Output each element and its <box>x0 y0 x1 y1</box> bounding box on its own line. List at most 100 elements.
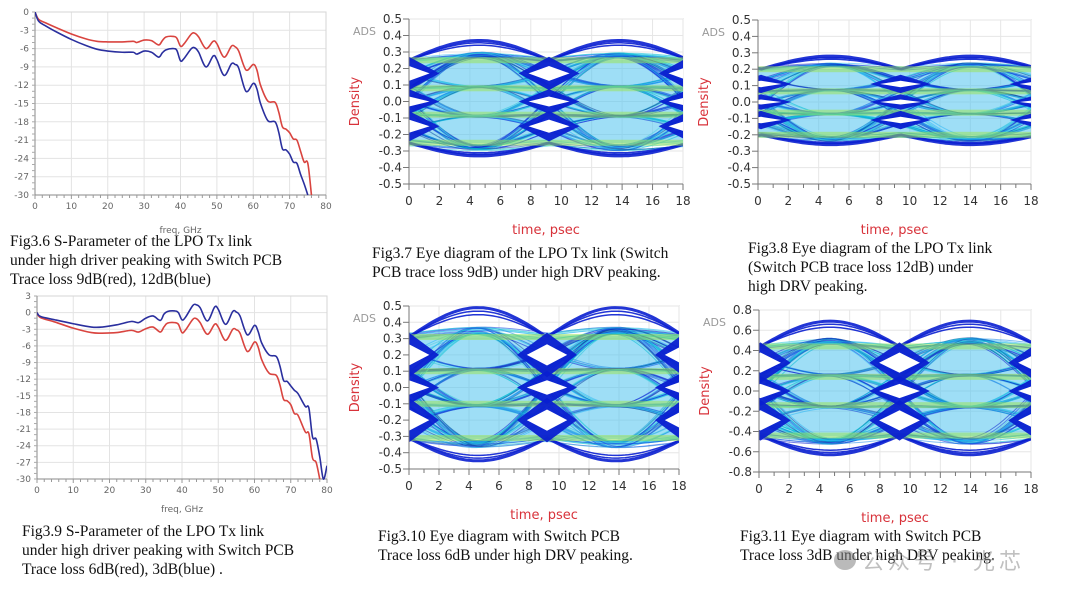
fig310-caption: Fig3.10 Eye diagram with Switch PCB Trac… <box>378 528 633 564</box>
y-tick-label: -6 <box>20 45 29 55</box>
x-tick-label: 2 <box>785 194 793 208</box>
x-tick-label: 60 <box>248 202 260 212</box>
y-tick-label: -0.4 <box>729 425 752 439</box>
eye-opening <box>1018 386 1031 396</box>
eye-opening <box>1019 82 1031 86</box>
y-axis-label: Density <box>348 76 363 126</box>
x-axis-label: time, psec <box>512 223 580 238</box>
y-tick-label: 0.4 <box>383 29 402 43</box>
x-tick-label: 14 <box>614 194 629 208</box>
fig38-chart: 0 2 4 6 8 10 12 14 16 18 0.5 0.4 0.3 0.2 0.1 0.0 -0.1 -0.… <box>697 13 1039 238</box>
eye-opening <box>880 99 921 105</box>
y-tick-label: -15 <box>14 100 29 110</box>
x-tick-label: 8 <box>525 479 533 493</box>
fig37-panel: 0 2 4 6 8 10 12 14 16 18 0.5 0.4 0.3 0.2 0.1 0.0 -0.1 -0.… <box>340 0 700 290</box>
y-tick-label: -0.5 <box>728 177 751 191</box>
y-axis-label: Density <box>697 77 712 127</box>
y-tick-label: 0.3 <box>383 45 402 59</box>
eye-opening <box>759 383 781 399</box>
series-line-blue <box>35 12 309 196</box>
x-tick-label: 70 <box>284 202 296 212</box>
eye-level-band <box>758 88 1031 95</box>
y-tick-label: -30 <box>16 475 31 485</box>
x-tick-label: 18 <box>1023 194 1038 208</box>
x-tick-label: 40 <box>175 202 187 212</box>
eye-level-band <box>758 109 1031 116</box>
y-tick-label: 0.3 <box>732 46 751 60</box>
y-tick-label: -15 <box>16 392 31 402</box>
y-axis-label: Density <box>348 362 363 412</box>
eye-traces <box>409 39 683 158</box>
y-tick-label: 0.4 <box>732 29 751 43</box>
eye-opening <box>1018 414 1031 427</box>
plot-area: 0 10 20 30 40 50 60 70 80 0 -3 -6 -9 -12 -15 -18 -21 -24 -… <box>14 8 332 236</box>
eye-opening <box>409 344 430 366</box>
y-tick-label: 0.0 <box>733 384 752 398</box>
y-tick-label: 0 <box>23 8 29 18</box>
y-tick-label: -9 <box>22 359 31 369</box>
x-tick-label: 10 <box>902 194 917 208</box>
eye-opening <box>409 119 430 133</box>
fig36-caption: Fig3.6 S-Parameter of the LPO Tx link un… <box>10 233 283 288</box>
series-line-red <box>37 312 321 480</box>
eye-opening <box>664 412 679 428</box>
x-tick-label: 14 <box>963 482 978 496</box>
x-tick-label: 80 <box>320 202 332 212</box>
y-tick-label: -0.6 <box>729 445 752 459</box>
y-tick-label: 0.1 <box>383 78 402 92</box>
y-tick-label: -0.3 <box>728 144 751 158</box>
x-tick-label: 50 <box>213 486 225 496</box>
eye-opening <box>409 380 430 395</box>
x-tick-label: 8 <box>876 482 884 496</box>
y-tick-label: 0.1 <box>732 79 751 93</box>
y-tick-label: -0.2 <box>728 128 751 142</box>
y-tick-label: -0.1 <box>728 111 751 125</box>
plot-area: 0 2 4 6 8 10 12 14 16 18 0.8 0.6 0.4 0.2 0.0 -0.2 -0.4 -0… <box>698 303 1039 526</box>
y-tick-label: -18 <box>16 408 31 418</box>
y-tick-label: -0.1 <box>379 111 402 125</box>
eye-opening <box>668 97 683 106</box>
y-tick-label: -0.8 <box>729 465 752 479</box>
eye-opening <box>758 116 782 124</box>
eye-opening <box>879 352 920 373</box>
y-tick-label: 0.2 <box>733 364 752 378</box>
y-tick-label: 0.1 <box>383 364 402 378</box>
y-axis-label: Density <box>698 366 713 416</box>
y-tick-label: -21 <box>16 425 31 435</box>
x-tick-label: 14 <box>611 479 626 493</box>
y-tick-label: 0.6 <box>733 323 752 337</box>
ads-logo: ADS <box>353 312 376 325</box>
y-tick-label: -0.3 <box>379 144 402 158</box>
eye-opening <box>880 80 921 88</box>
y-tick-label: -0.2 <box>379 128 402 142</box>
x-tick-label: 0 <box>405 194 413 208</box>
fig311-chart: 0 2 4 6 8 10 12 14 16 18 0.8 0.6 0.4 0.2 0.0 -0.2 -0.4 -0… <box>698 303 1039 526</box>
x-tick-label: 4 <box>816 482 824 496</box>
x-tick-label: 10 <box>902 482 917 496</box>
x-tick-label: 20 <box>102 202 114 212</box>
y-tick-label: -27 <box>14 173 29 183</box>
y-tick-label: -12 <box>14 81 29 91</box>
y-tick-label: -0.2 <box>379 413 402 427</box>
y-tick-label: -9 <box>20 63 29 73</box>
series-line-blue <box>37 303 327 480</box>
x-tick-label: 8 <box>876 194 884 208</box>
plot-area: 0 2 4 6 8 10 12 14 16 18 0.5 0.4 0.3 0.2 0.1 0.0 -0.1 -0.… <box>348 12 691 238</box>
y-tick-label: 0 <box>25 309 31 319</box>
x-tick-label: 0 <box>754 194 762 208</box>
y-tick-label: 0.4 <box>733 344 752 358</box>
fig39-panel: 0 10 20 30 40 50 60 70 80 3 0 -3 -6 -9 -12 -15 -18 -21 -24… <box>0 290 340 601</box>
y-tick-label: -30 <box>14 191 29 201</box>
y-tick-label: 0.8 <box>733 303 752 317</box>
eye-opening <box>526 380 568 395</box>
y-tick-label: -0.4 <box>379 161 402 175</box>
eye-opening <box>409 66 430 81</box>
eye-opening <box>1019 100 1031 104</box>
eye-opening <box>528 66 570 81</box>
eye-opening <box>758 80 782 88</box>
eye-level-band <box>758 131 1031 138</box>
fig310-panel: 0 2 4 6 8 10 12 14 16 18 0.5 0.4 0.3 0.2 0.1 0.0 -0.1 -0.… <box>340 290 700 601</box>
y-tick-label: 0.5 <box>383 12 402 26</box>
y-tick-label: 0.0 <box>383 95 402 109</box>
y-tick-label: -0.5 <box>379 462 402 476</box>
